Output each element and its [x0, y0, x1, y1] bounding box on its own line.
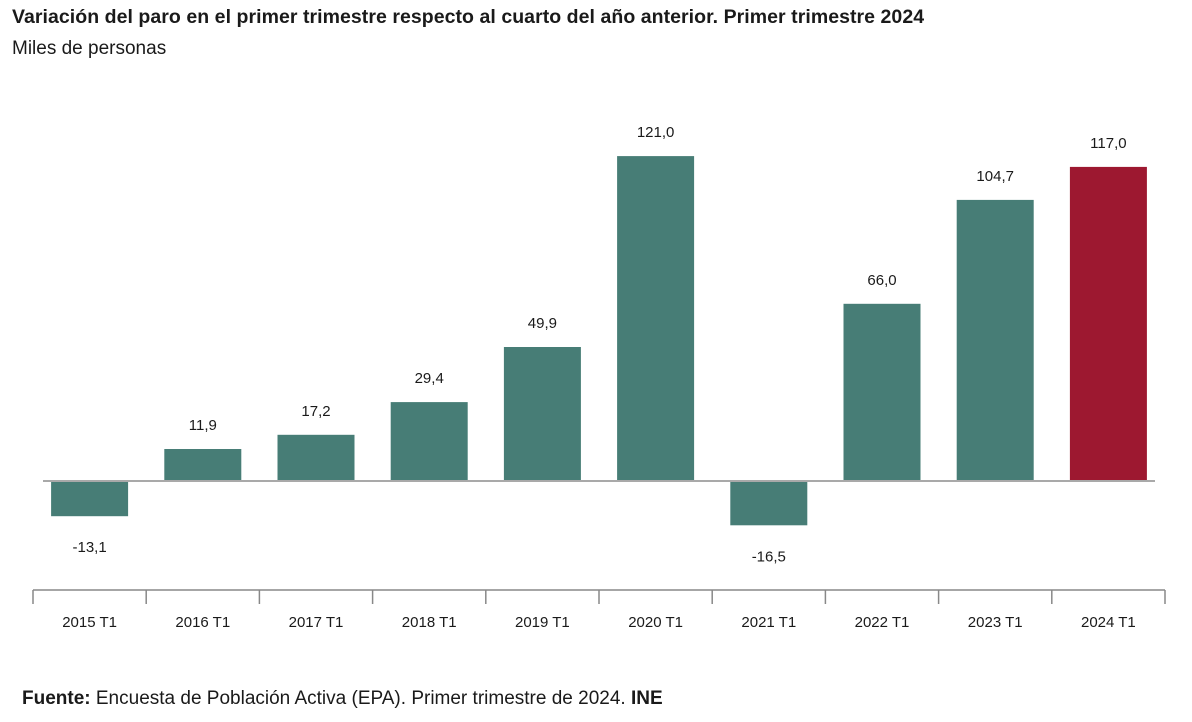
bar	[1069, 166, 1147, 481]
data-label: -16,5	[752, 548, 786, 565]
bar	[503, 347, 581, 481]
data-label: 11,9	[189, 417, 217, 434]
bar	[617, 156, 695, 481]
source-note: Fuente: Encuesta de Población Activa (EP…	[22, 688, 663, 710]
bar	[843, 303, 921, 481]
x-tick-label: 2023 T1	[968, 614, 1023, 631]
chart-title: Variación del paro en el primer trimestr…	[12, 6, 925, 28]
chart-subtitle: Miles de personas	[12, 38, 167, 59]
x-tick-label: 2016 T1	[175, 614, 230, 631]
data-label: 49,9	[528, 315, 557, 332]
data-label: 66,0	[867, 272, 896, 289]
data-label: 17,2	[301, 403, 330, 420]
source-org: INE	[630, 688, 663, 709]
data-label: 121,0	[637, 124, 675, 141]
x-tick-label: 2022 T1	[855, 614, 910, 631]
x-tick-label: 2017 T1	[289, 614, 344, 631]
bar	[730, 481, 808, 526]
bar	[956, 199, 1034, 481]
data-label: 117,0	[1090, 135, 1126, 152]
x-tick-label: 2024 T1	[1081, 614, 1136, 631]
data-label: -13,1	[72, 539, 106, 556]
bar	[277, 434, 355, 481]
source-text: Encuesta de Población Activa (EPA). Prim…	[90, 688, 631, 709]
data-label: 104,7	[976, 168, 1014, 185]
source-label: Fuente:	[22, 688, 91, 709]
x-tick-label: 2015 T1	[62, 614, 117, 631]
x-tick-label: 2021 T1	[741, 614, 796, 631]
bar-chart: -13,1 11,9 17,2 29,4 49,9 121,0 -16,5 66,0 104,7…	[32, 124, 1166, 631]
x-tick-label: 2020 T1	[628, 614, 683, 631]
data-label: 29,4	[415, 370, 444, 387]
x-tick-label: 2018 T1	[402, 614, 457, 631]
bar	[390, 402, 468, 481]
x-tick-label: 2019 T1	[515, 614, 570, 631]
bar	[164, 449, 242, 481]
bar	[51, 481, 129, 517]
